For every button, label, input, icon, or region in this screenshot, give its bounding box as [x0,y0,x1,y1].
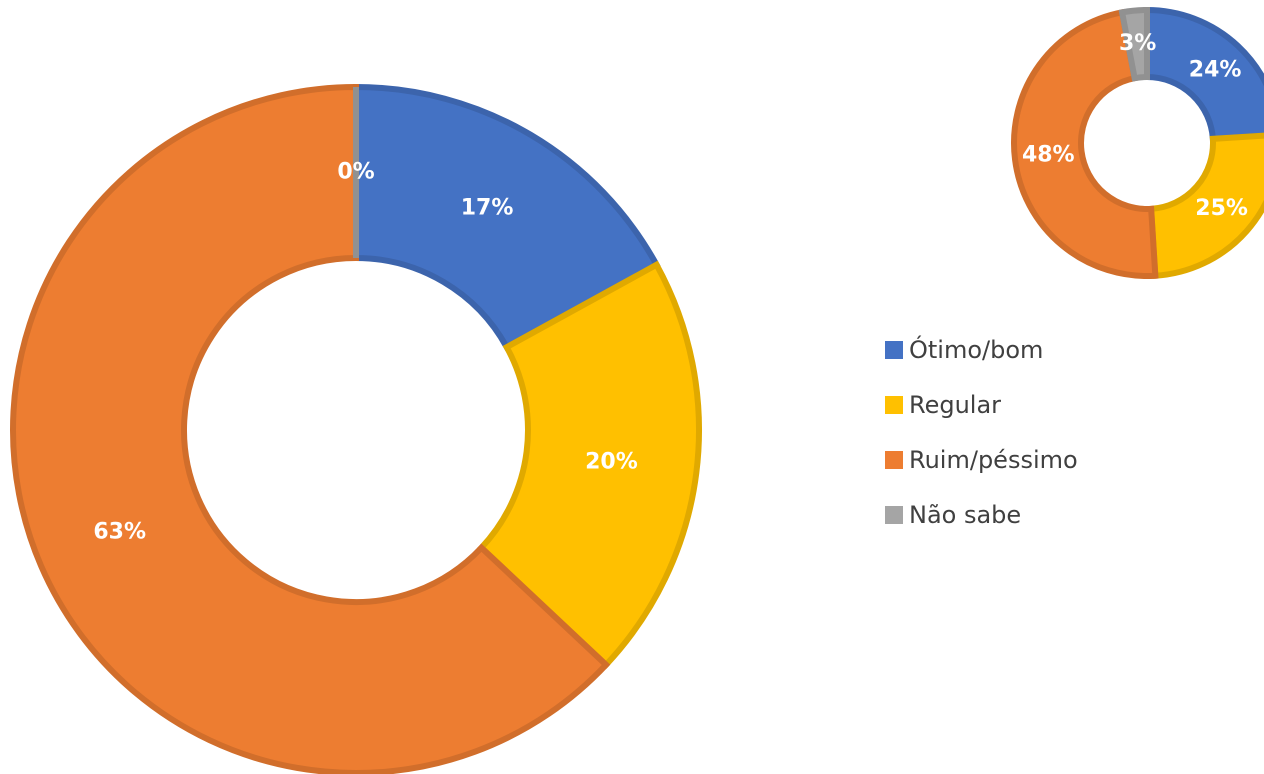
legend-swatch [885,451,903,469]
donut-slice [1144,6,1264,143]
donut-slice [10,83,611,774]
data-label: 17% [461,195,514,220]
legend-label: Não sabe [909,501,1021,529]
donut-slice [1118,6,1150,82]
legend-label: Regular [909,391,1001,419]
data-label: 3% [1119,31,1156,56]
data-label: 25% [1195,196,1248,221]
legend-swatch [885,341,903,359]
legend-swatch [885,396,903,414]
legend-label: Ruim/péssimo [909,446,1078,474]
data-label: 0% [337,160,374,185]
donut-slice [477,260,702,670]
donut-slice [1011,8,1159,279]
data-label: 20% [585,449,638,474]
data-label: 48% [1022,142,1075,167]
legend-label: Ótimo/bom [909,334,1043,364]
legend-swatch [885,506,903,524]
data-label: 63% [93,519,146,544]
donut-slice [1147,132,1264,279]
data-label: 24% [1189,57,1242,82]
donut-slice [353,83,661,352]
